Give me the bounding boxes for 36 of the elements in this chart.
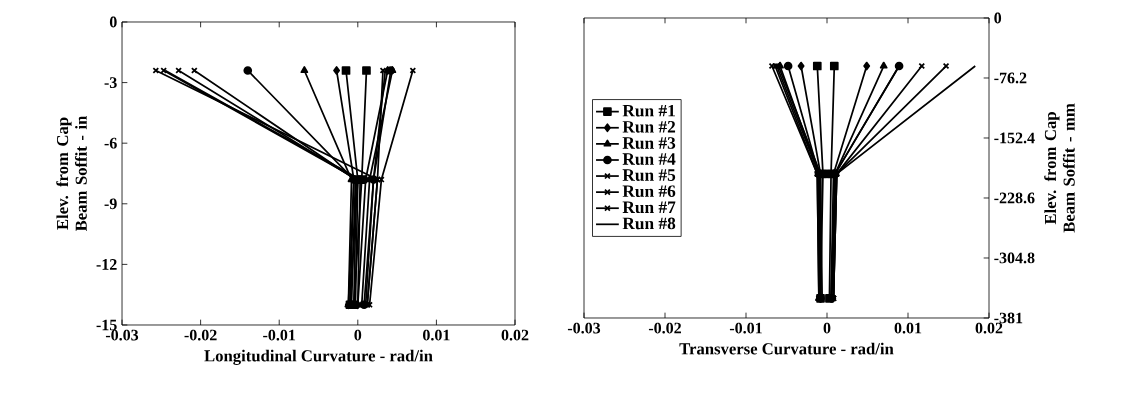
x-axis-title: Transverse Curvature - rad/in: [679, 342, 894, 355]
y2-tick-label: -381: [994, 312, 1023, 324]
x-tick-label: -0.02: [648, 322, 681, 334]
legend-label: Run #7: [622, 201, 676, 214]
y-tick-label: 0: [109, 16, 117, 28]
y2-tick-label: -304.8: [994, 252, 1035, 264]
y2-tick-label: -76.2: [994, 72, 1027, 84]
x-tick-label: 0.01: [894, 322, 922, 334]
legend-label: Run #8: [622, 217, 676, 230]
x-axis-title: Longitudinal Curvature - rad/in: [204, 349, 433, 365]
x-tick-label: 0.01: [423, 329, 450, 341]
y2-tick-label: -152.4: [994, 132, 1035, 144]
x-tick-label: -0.03: [105, 329, 139, 341]
x-tick-label: -0.03: [567, 322, 601, 334]
x-tick-label: -0.02: [184, 329, 217, 341]
y-tick-label: -15: [96, 319, 117, 331]
y-tick-label: -3: [104, 77, 117, 88]
y-tick-label: -9: [104, 198, 117, 210]
y2-axis-title: Elev. from Cap Beam Soffit - mm: [1044, 103, 1075, 233]
legend-label: Run #5: [622, 169, 676, 181]
x-tick-label: 0.02: [975, 322, 1003, 334]
legend-label: Run #2: [622, 121, 676, 133]
y2-tick-label: -228.6: [994, 192, 1035, 204]
x-tick-label: -0.01: [729, 322, 762, 334]
legend-label: Run #1: [622, 104, 675, 117]
legend-label: Run #4: [622, 153, 676, 165]
legend-label: Run #3: [622, 137, 676, 149]
y-axis-title: Elev. from Cap Beam Soffit - in: [56, 115, 87, 232]
x-tick-label: 0: [823, 322, 831, 334]
x-tick-label: 0.02: [501, 329, 529, 341]
x-tick-label: -0.01: [263, 329, 296, 341]
legend-label: Run #6: [622, 185, 676, 198]
x-tick-label: 0: [354, 329, 362, 341]
y-tick-label: -6: [104, 137, 117, 149]
y2-tick-label: 0: [994, 12, 1002, 24]
y-tick-label: -12: [96, 259, 117, 270]
